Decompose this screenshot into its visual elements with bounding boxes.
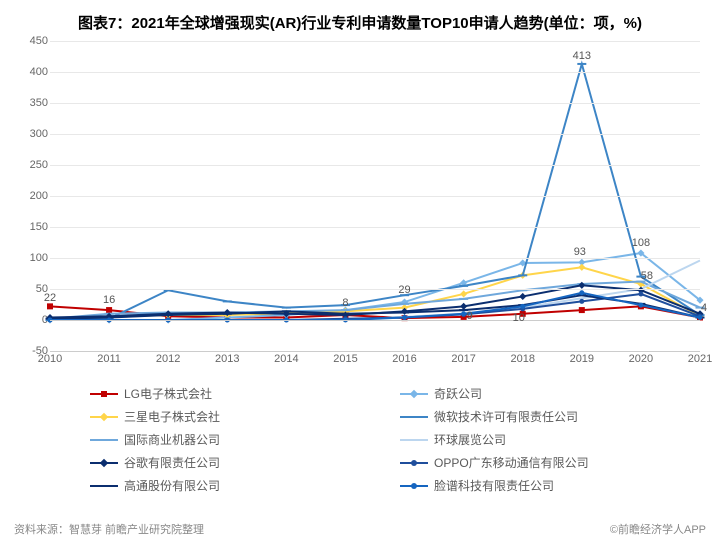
legend-label: 谷歌有限责任公司 — [124, 454, 220, 471]
x-tick-label: 2017 — [451, 353, 475, 365]
x-axis: 2010201120122013201420152016201720182019… — [50, 353, 700, 373]
data-label: 16 — [103, 294, 115, 306]
grid-line — [50, 72, 700, 73]
y-tick-label: 250 — [18, 159, 48, 171]
data-label: 4 — [701, 302, 707, 314]
legend-label: 三星电子株式会社 — [124, 408, 220, 425]
legend-label: 国际商业机器公司 — [124, 431, 220, 448]
legend-item: 奇跃公司 — [400, 385, 690, 402]
data-label: 93 — [574, 246, 586, 258]
x-tick-label: 2015 — [333, 353, 357, 365]
y-tick-label: 400 — [18, 66, 48, 78]
legend-label: OPPO广东移动通信有限公司 — [434, 454, 589, 471]
legend-swatch — [90, 439, 118, 441]
series-line — [50, 260, 700, 320]
x-tick-label: 2016 — [392, 353, 416, 365]
chart-container: 图表7：2021年全球增强现实(AR)行业专利申请数量TOP10申请人趋势(单位… — [0, 0, 720, 547]
data-label: 29 — [398, 284, 410, 296]
legend-swatch — [90, 462, 118, 464]
data-label: 413 — [573, 50, 591, 62]
legend: LG电子株式会社 奇跃公司三星电子株式会社 微软技术许可有限责任公司国际商业机器公司… — [90, 385, 690, 494]
legend-swatch — [400, 485, 428, 487]
y-axis: -50050100150200250300350400450 — [18, 41, 48, 351]
footer-source: 资料来源：智慧芽 前瞻产业研究院整理 — [14, 521, 204, 537]
legend-item: 高通股份有限公司 — [90, 477, 380, 494]
grid-line — [50, 165, 700, 166]
y-tick-label: 350 — [18, 97, 48, 109]
grid-line — [50, 289, 700, 290]
x-tick-label: 2011 — [97, 353, 121, 365]
y-tick-label: 200 — [18, 190, 48, 202]
legend-label: 高通股份有限公司 — [124, 477, 220, 494]
legend-swatch — [90, 393, 118, 395]
legend-label: 环球展览公司 — [434, 431, 506, 448]
x-tick-label: 2013 — [215, 353, 239, 365]
x-tick-label: 2021 — [688, 353, 712, 365]
legend-swatch — [400, 393, 428, 395]
plot-area: 221682991041393108584 — [50, 41, 700, 351]
x-tick-label: 2010 — [38, 353, 62, 365]
x-tick-label: 2018 — [510, 353, 534, 365]
data-label: 58 — [641, 270, 653, 282]
grid-line — [50, 227, 700, 228]
series-line — [50, 267, 700, 318]
data-label: 9 — [467, 310, 473, 322]
legend-swatch — [400, 462, 428, 464]
footer-copyright: ©前瞻经济学人APP — [610, 521, 706, 537]
legend-item: 国际商业机器公司 — [90, 431, 380, 448]
legend-item: 微软技术许可有限责任公司 — [400, 408, 690, 425]
y-tick-label: 150 — [18, 221, 48, 233]
legend-label: 奇跃公司 — [434, 385, 482, 402]
chart-title: 图表7：2021年全球增强现实(AR)行业专利申请数量TOP10申请人趋势(单位… — [0, 0, 720, 41]
x-tick-label: 2014 — [274, 353, 298, 365]
legend-item: LG电子株式会社 — [90, 385, 380, 402]
grid-line — [50, 351, 700, 352]
grid-line — [50, 134, 700, 135]
x-tick-label: 2012 — [156, 353, 180, 365]
y-tick-label: 300 — [18, 128, 48, 140]
footer: 资料来源：智慧芽 前瞻产业研究院整理 ©前瞻经济学人APP — [14, 521, 706, 537]
legend-item: 环球展览公司 — [400, 431, 690, 448]
legend-label: 脸谱科技有限责任公司 — [434, 477, 554, 494]
x-tick-label: 2019 — [570, 353, 594, 365]
legend-item: 脸谱科技有限责任公司 — [400, 477, 690, 494]
legend-swatch — [90, 485, 118, 487]
legend-label: LG电子株式会社 — [124, 385, 212, 402]
grid-line — [50, 258, 700, 259]
grid-line — [50, 196, 700, 197]
legend-swatch — [400, 439, 428, 441]
legend-label: 微软技术许可有限责任公司 — [434, 408, 578, 425]
data-label: 10 — [513, 312, 525, 324]
chart-area: -50050100150200250300350400450 221682991… — [50, 41, 700, 351]
data-label: 22 — [44, 292, 56, 304]
y-tick-label: 100 — [18, 252, 48, 264]
legend-item: OPPO广东移动通信有限公司 — [400, 454, 690, 471]
legend-item: 谷歌有限责任公司 — [90, 454, 380, 471]
data-label: 8 — [342, 297, 348, 309]
grid-line — [50, 320, 700, 321]
legend-swatch — [90, 416, 118, 418]
y-tick-label: 450 — [18, 35, 48, 47]
legend-swatch — [400, 416, 428, 418]
x-tick-label: 2020 — [629, 353, 653, 365]
legend-item: 三星电子株式会社 — [90, 408, 380, 425]
y-tick-label: 0 — [18, 314, 48, 326]
grid-line — [50, 41, 700, 42]
data-label: 108 — [632, 237, 650, 249]
grid-line — [50, 103, 700, 104]
